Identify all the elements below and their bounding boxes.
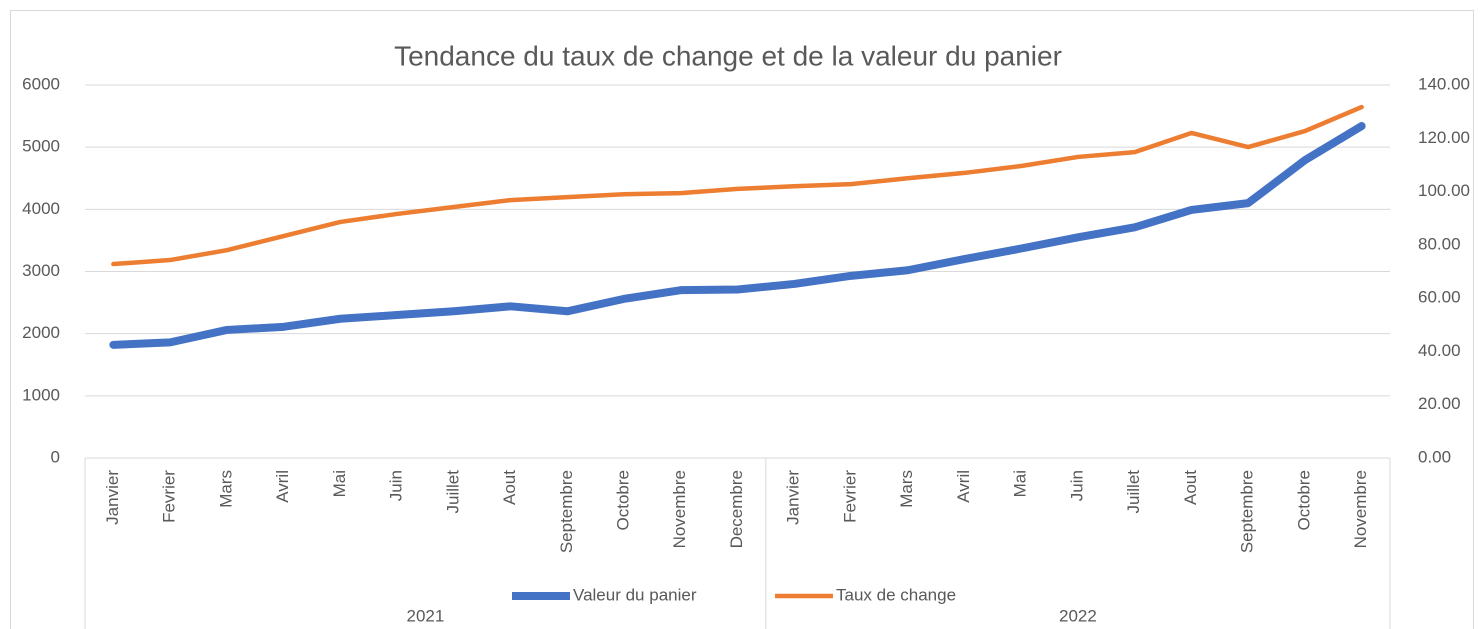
chart-title: Tendance du taux de change et de la vale… xyxy=(394,40,1062,71)
x-tick-label: Janvier xyxy=(103,470,122,525)
y2-tick-label: 120.00 xyxy=(1418,128,1470,147)
legend-label: Valeur du panier xyxy=(573,585,697,604)
chart-frame xyxy=(10,10,1474,629)
x-tick-label: Aout xyxy=(1181,470,1200,505)
y2-tick-label: 20.00 xyxy=(1418,394,1461,413)
y2-tick-label: 140.00 xyxy=(1418,74,1470,93)
x-tick-label: Juin xyxy=(387,470,406,501)
group-label: 2022 xyxy=(1059,606,1097,625)
y-tick-label: 6000 xyxy=(22,74,60,93)
x-tick-label: Decembre xyxy=(727,470,746,548)
group-label: 2021 xyxy=(407,606,445,625)
x-tick-label: Mai xyxy=(1011,470,1030,497)
y2-tick-label: 100.00 xyxy=(1418,181,1470,200)
x-tick-label: Mars xyxy=(216,470,235,508)
x-tick-label: Aout xyxy=(500,470,519,505)
x-tick-label: Janvier xyxy=(784,470,803,525)
y-tick-label: 5000 xyxy=(22,137,60,156)
y2-tick-label: 80.00 xyxy=(1418,234,1461,253)
x-tick-label: Mars xyxy=(897,470,916,508)
x-tick-label: Octobre xyxy=(614,470,633,530)
x-tick-label: Fevrier xyxy=(840,470,859,523)
x-tick-label: Juin xyxy=(1067,470,1086,501)
x-tick-label: Juillet xyxy=(443,470,462,514)
x-tick-label: Avril xyxy=(954,470,973,503)
x-tick-label: Septembre xyxy=(1238,470,1257,553)
y-tick-label: 2000 xyxy=(22,323,60,342)
y-tick-label: 0 xyxy=(51,447,60,466)
series-line xyxy=(111,104,1364,267)
y2-tick-label: 60.00 xyxy=(1418,288,1461,307)
x-tick-label: Novembre xyxy=(670,470,689,548)
x-tick-label: Avril xyxy=(273,470,292,503)
y2-tick-label: 0.00 xyxy=(1418,447,1451,466)
y-tick-label: 3000 xyxy=(22,261,60,280)
x-tick-label: Mai xyxy=(330,470,349,497)
y2-tick-label: 40.00 xyxy=(1418,341,1461,360)
x-tick-label: Septembre xyxy=(557,470,576,553)
x-tick-label: Novembre xyxy=(1351,470,1370,548)
x-tick-label: Fevrier xyxy=(160,470,179,523)
legend-label: Taux de change xyxy=(836,585,956,604)
y-tick-label: 4000 xyxy=(22,199,60,218)
series-line xyxy=(109,122,1366,349)
y-tick-label: 1000 xyxy=(22,385,60,404)
x-tick-label: Octobre xyxy=(1294,470,1313,530)
x-tick-label: Juillet xyxy=(1124,470,1143,514)
